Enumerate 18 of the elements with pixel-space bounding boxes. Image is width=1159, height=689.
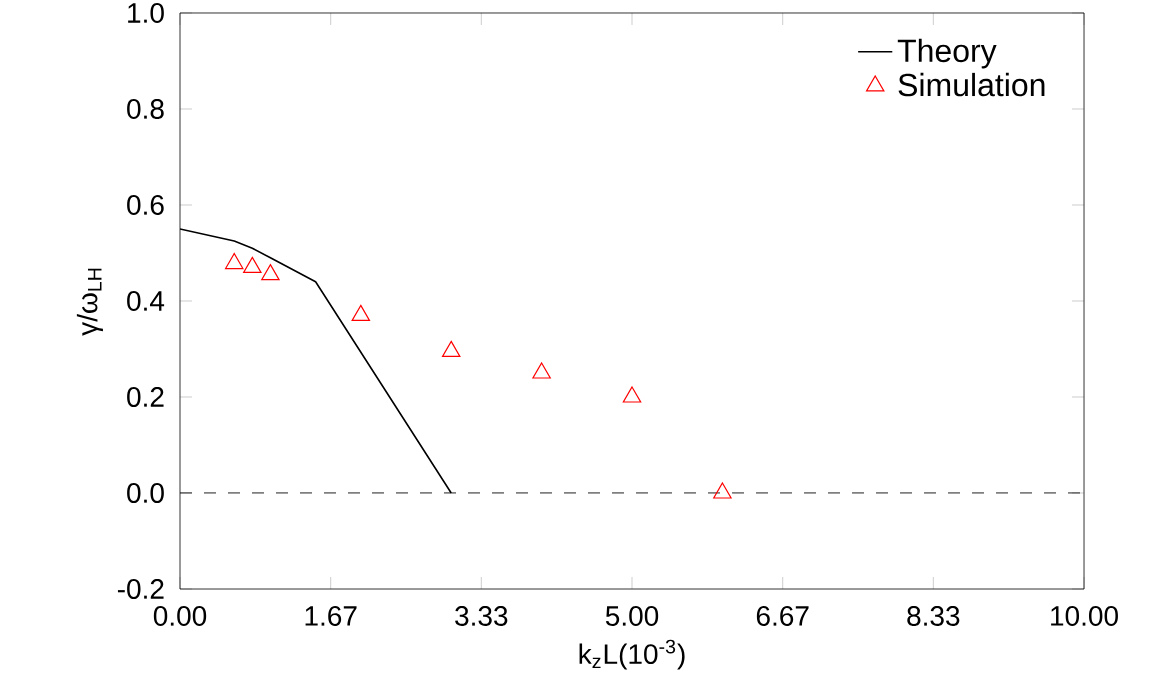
y-tick-label: 0.2 bbox=[127, 387, 164, 407]
y-tick-label: -0.2 bbox=[117, 579, 164, 599]
y-axis-title: γ/ω$_{LH}$ bbox=[76, 268, 103, 336]
x-tick-label: 8.33 bbox=[907, 606, 960, 626]
y-tick-label: 1.0 bbox=[128, 3, 164, 23]
y-tick-label: 0.8 bbox=[127, 99, 164, 119]
y-tick-label: 0.6 bbox=[127, 195, 164, 215]
legend-label: Theory bbox=[897, 38, 997, 69]
x-tick-label: 0.00 bbox=[153, 606, 207, 626]
x-tick-label: 3.33 bbox=[455, 606, 508, 626]
x-axis-title: k$_{z}$L(10$^{-3}$) bbox=[579, 639, 685, 670]
y-tick-label: 0.0 bbox=[127, 483, 164, 503]
x-tick-label: 5.00 bbox=[605, 606, 659, 626]
legend-label: Simulation bbox=[898, 72, 1045, 97]
x-tick-label: 1.67 bbox=[305, 606, 357, 626]
x-tick-label: 10.00 bbox=[1051, 606, 1118, 626]
y-tick-label: 0.4 bbox=[127, 291, 165, 311]
x-tick-label: 6.67 bbox=[756, 606, 809, 626]
